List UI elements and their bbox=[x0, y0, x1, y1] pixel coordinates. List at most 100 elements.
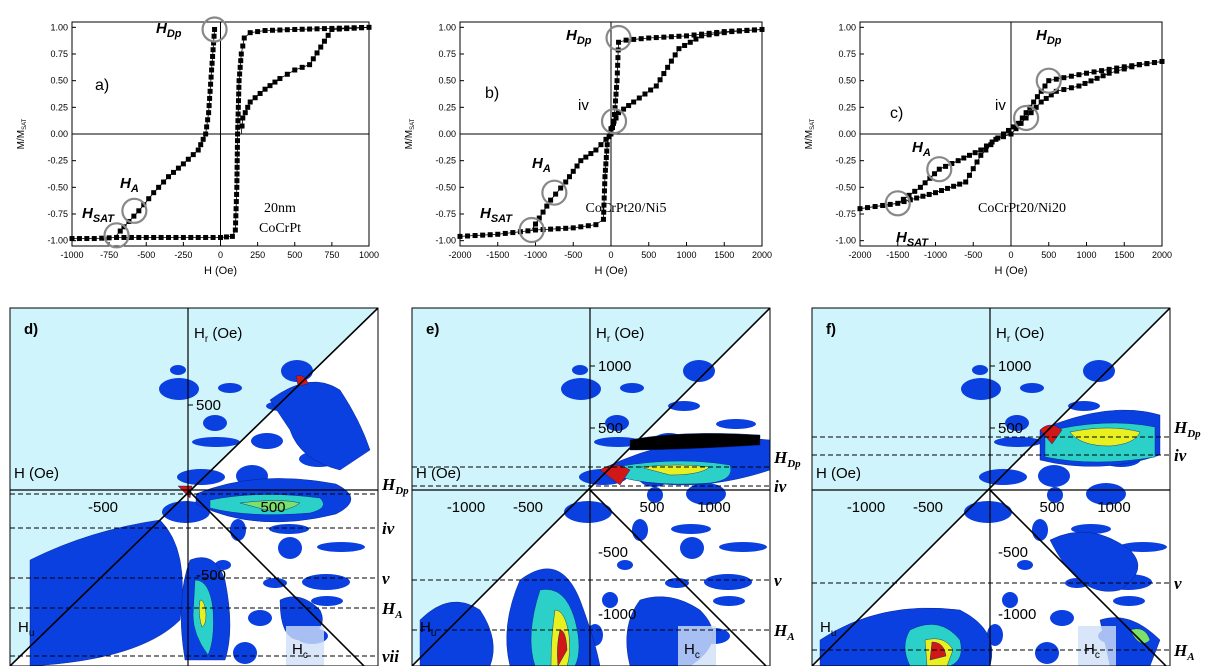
data-point bbox=[661, 71, 667, 77]
data-point bbox=[601, 209, 607, 215]
y-tick-label: 0.25 bbox=[438, 102, 456, 112]
forc-noise-blob bbox=[972, 365, 988, 375]
forc-noise-blob bbox=[680, 537, 704, 559]
hr-axis-label: Hr (Oe) bbox=[996, 325, 1044, 345]
reference-label: iv bbox=[774, 477, 787, 496]
data-point bbox=[978, 147, 984, 153]
highlight-circle bbox=[518, 216, 545, 244]
data-point bbox=[1114, 65, 1120, 71]
data-point bbox=[234, 158, 240, 164]
forc-noise-blob bbox=[1083, 360, 1115, 382]
data-point bbox=[1042, 83, 1048, 89]
data-point bbox=[235, 111, 241, 117]
hysteresis-loop-a: 1.00 0.75 0.50 0.25 0.00 -0.25 -0.50 -0.75 -1.00… bbox=[16, 16, 379, 277]
y-tick-label: -0.50 bbox=[47, 182, 68, 192]
hr-axis-label: Hr (Oe) bbox=[596, 325, 644, 345]
data-point bbox=[1136, 62, 1142, 68]
data-point bbox=[84, 236, 90, 242]
highlight-circle bbox=[1012, 104, 1040, 132]
forc-noise-blob bbox=[671, 524, 711, 534]
data-point bbox=[983, 143, 989, 149]
data-point bbox=[235, 118, 241, 124]
h-tick-label: 500 bbox=[260, 499, 285, 516]
data-point bbox=[151, 234, 157, 240]
data-point bbox=[457, 233, 463, 239]
data-point bbox=[166, 234, 172, 240]
annotation-ha: HA bbox=[120, 175, 139, 195]
data-point bbox=[170, 169, 176, 175]
data-point bbox=[1100, 73, 1106, 79]
data-point bbox=[932, 171, 938, 177]
y-tick-label: 1.00 bbox=[438, 22, 456, 32]
x-tick-label: 0 bbox=[1008, 250, 1013, 260]
data-point bbox=[563, 179, 569, 185]
data-point bbox=[292, 67, 298, 73]
panel-label-f: f) bbox=[826, 321, 836, 338]
forc-noise-blob bbox=[1047, 487, 1063, 503]
data-point bbox=[548, 226, 554, 232]
data-point bbox=[943, 163, 949, 169]
forc-diagram-f: f) Hr (Oe) H (Oe) Hu Hc 1000 500 -1000 -500 500 10… bbox=[811, 307, 1201, 666]
data-point bbox=[912, 188, 918, 194]
data-point bbox=[1061, 75, 1067, 81]
forc-noise-blob bbox=[979, 469, 1027, 485]
panel-label-e: e) bbox=[426, 321, 439, 338]
data-point bbox=[933, 190, 938, 196]
data-point bbox=[1053, 76, 1059, 82]
forc-noise-blob bbox=[233, 642, 257, 664]
data-point bbox=[233, 206, 239, 212]
forc-contour bbox=[419, 601, 494, 666]
forc-noise-blob bbox=[311, 596, 343, 606]
highlight-circle bbox=[121, 197, 148, 224]
reference-label: HA bbox=[1173, 641, 1195, 663]
data-point bbox=[234, 144, 240, 150]
annotation-hsat: HSAT bbox=[82, 205, 115, 225]
data-point bbox=[865, 205, 871, 211]
data-point bbox=[223, 234, 229, 240]
forc-noise-blob bbox=[248, 610, 272, 626]
forc-noise-blob bbox=[218, 383, 242, 393]
h-tick-label: -1000 bbox=[447, 499, 485, 516]
data-point bbox=[533, 221, 538, 227]
data-point bbox=[1033, 104, 1039, 110]
forc-noise-blob bbox=[964, 501, 1012, 523]
hr-tick-label: 1000 bbox=[998, 358, 1031, 375]
data-point bbox=[691, 32, 697, 38]
data-point bbox=[682, 42, 688, 48]
data-point bbox=[1016, 120, 1022, 126]
data-point bbox=[684, 33, 689, 39]
data-point bbox=[900, 196, 906, 202]
data-point bbox=[574, 163, 580, 169]
forc-noise-blob bbox=[617, 560, 633, 570]
data-point bbox=[978, 152, 984, 158]
data-point bbox=[233, 213, 239, 219]
data-point bbox=[1082, 80, 1088, 86]
data-point bbox=[1068, 73, 1074, 79]
data-point bbox=[759, 26, 765, 32]
panel-label-a: a) bbox=[95, 77, 109, 94]
data-point bbox=[238, 51, 244, 57]
reference-label: v bbox=[382, 569, 390, 588]
data-point bbox=[1011, 124, 1017, 130]
highlight-circle bbox=[884, 190, 911, 217]
forc-noise-blob bbox=[1071, 524, 1111, 534]
data-point bbox=[1068, 85, 1074, 91]
x-tick-label: -500 bbox=[137, 250, 155, 260]
data-point bbox=[936, 166, 942, 172]
data-point bbox=[631, 36, 637, 42]
data-point bbox=[239, 123, 245, 129]
data-point bbox=[714, 29, 720, 35]
hc-label-box bbox=[678, 626, 716, 666]
data-point bbox=[966, 172, 972, 178]
forc-frame bbox=[811, 307, 1171, 666]
data-point bbox=[653, 35, 659, 41]
x-tick-label: -500 bbox=[564, 250, 582, 260]
x-tick-label: -250 bbox=[174, 250, 192, 260]
forc-noise-blob bbox=[686, 483, 726, 505]
data-point bbox=[566, 174, 572, 180]
data-point bbox=[233, 199, 239, 205]
data-point bbox=[593, 222, 599, 228]
data-point bbox=[151, 190, 157, 196]
data-point bbox=[1034, 94, 1040, 100]
x-tick-label: 500 bbox=[287, 250, 302, 260]
